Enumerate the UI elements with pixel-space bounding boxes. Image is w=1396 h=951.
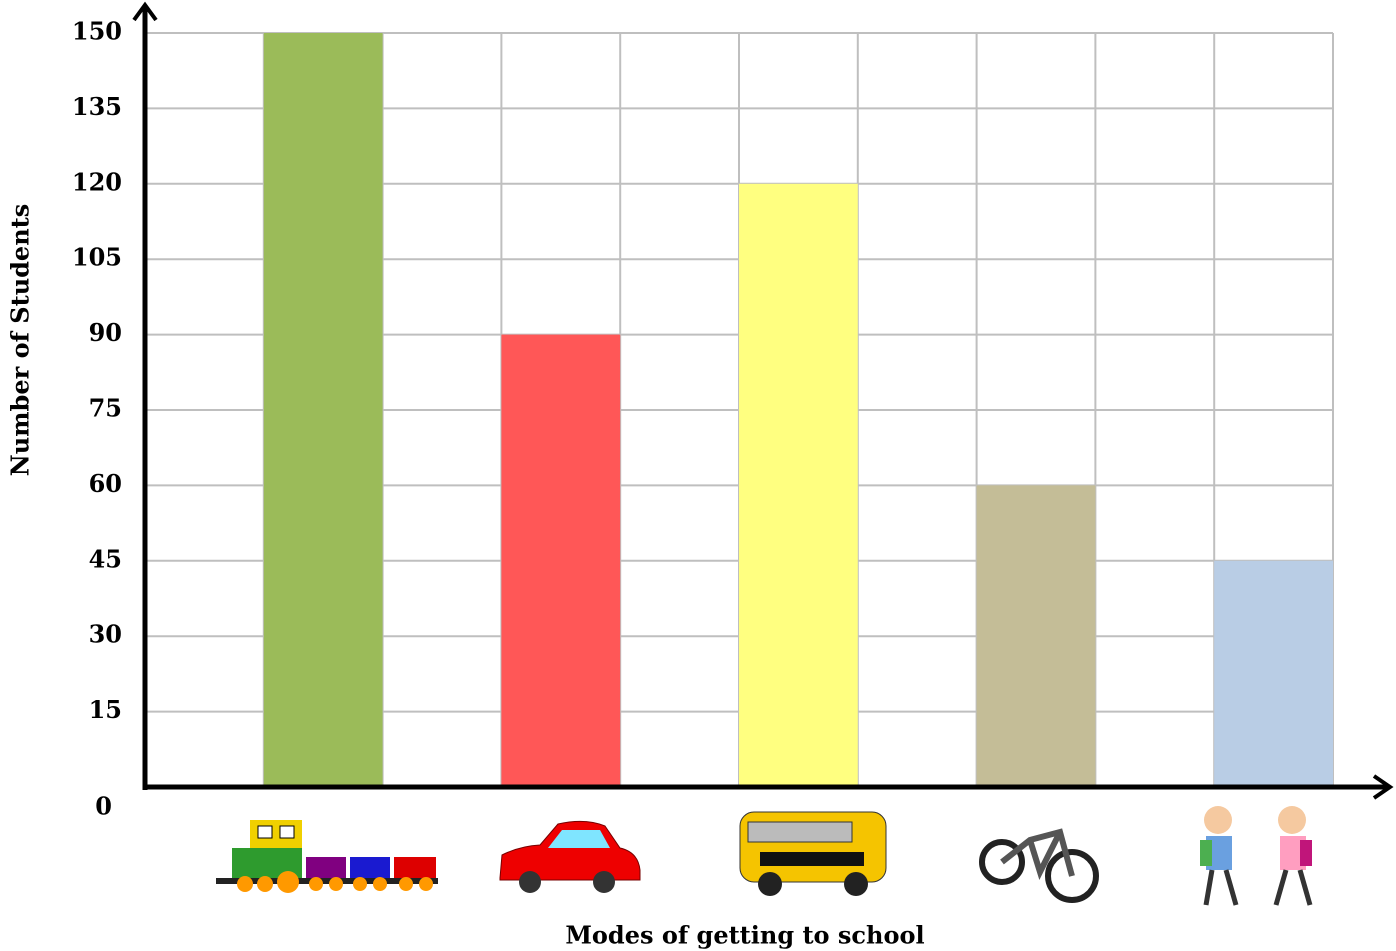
y-tick-label: 135 (72, 92, 122, 121)
bar (1214, 560, 1333, 787)
y-axis-arrow (132, 1, 158, 22)
y-tick-label: 75 (89, 394, 122, 423)
bar (739, 183, 858, 788)
x-axis-arrow (1372, 774, 1394, 800)
y-axis-title: Number of Students (6, 204, 35, 476)
bus-icon (739, 811, 887, 896)
x-axis-title: Modes of getting to school (565, 921, 924, 950)
y-tick-label: 105 (72, 243, 122, 272)
y-tick-label: 0 (95, 792, 112, 821)
y-tick-label: 30 (89, 620, 122, 649)
train-icon (216, 820, 438, 893)
category-icons (216, 806, 1313, 906)
bicycle-icon (979, 828, 1099, 903)
y-tick-label: 45 (89, 544, 122, 573)
bar (976, 485, 1096, 787)
walking-kids-icon (1200, 806, 1313, 906)
bar (263, 33, 383, 787)
bar (501, 334, 621, 787)
y-tick-label: 150 (72, 17, 122, 46)
y-tick-label: 60 (89, 469, 122, 498)
car-icon (499, 820, 641, 893)
y-tick-label: 120 (72, 167, 122, 196)
y-tick-label: 90 (89, 318, 122, 347)
y-tick-label: 15 (89, 695, 122, 724)
